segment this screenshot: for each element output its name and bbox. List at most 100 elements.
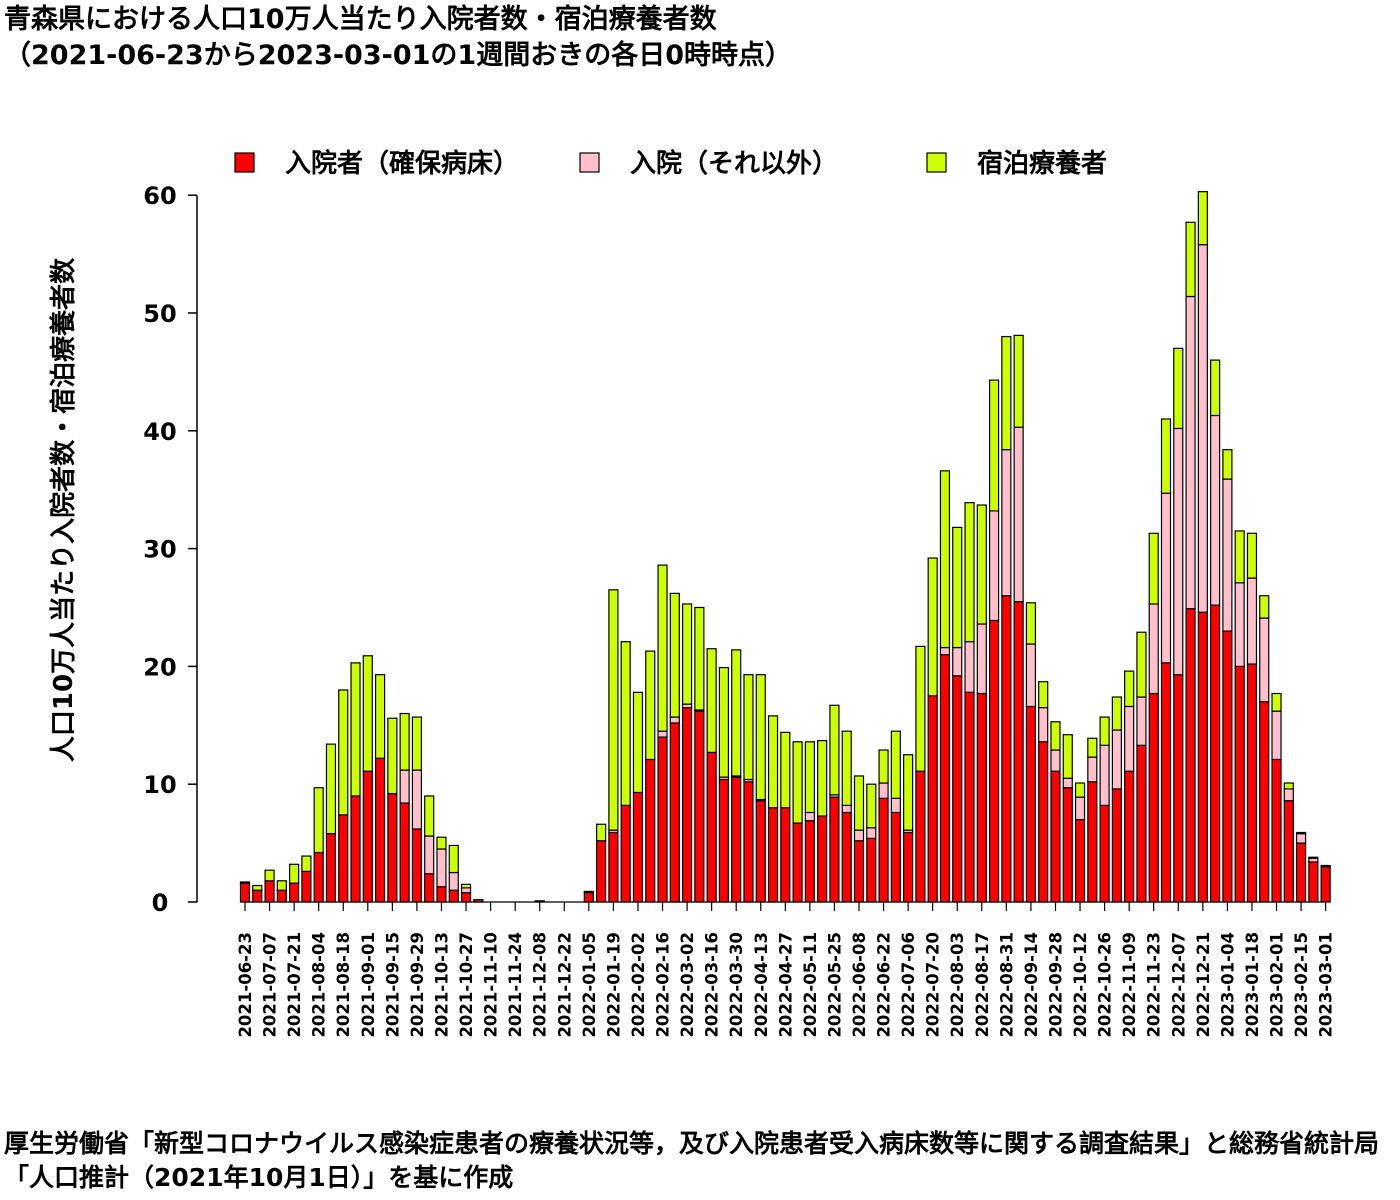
bar-segment-other-hospitalized: 2022-09-28 入院（それ以外）: 1.8 <box>1050 749 1061 772</box>
source-note: 厚生労働省「新型コロナウイルス感染症患者の療養状況等，及び入院患者受入病床数等に… <box>4 1129 1380 1192</box>
bar-segment-secured-beds: 2022-03-16 入院者（確保病床）: 12.7 <box>706 751 717 903</box>
x-tick-label: 2022-05-25 <box>825 932 844 1038</box>
bar-segment-secured-beds: 2022-02-16 入院者（確保病床）: 14 <box>657 736 668 903</box>
bar-segment-other-hospitalized: 2022-02-16 入院（それ以外）: 0.5 <box>657 730 668 738</box>
bar-segment-hotel-care: 2023-02-15 宿泊療養者: 0.1 <box>1295 831 1307 835</box>
bar-segment-hotel-care: 2022-06-22 宿泊療養者: 2.8 <box>878 749 889 784</box>
x-tick-label: 2021-08-18 <box>334 932 353 1038</box>
bar-segment-secured-beds: 2021-09-15 入院者（確保病床）: 9.2 <box>387 793 398 903</box>
bar-segment-hotel-care: 2022-06-08 宿泊療養者: 4.6 <box>853 775 865 831</box>
bar-segment-hotel-care: 2022-12-28 宿泊療養者: 4.7 <box>1210 359 1221 417</box>
y-tick-label: 40 <box>143 418 176 446</box>
bar-segment-secured-beds: 2022-03-02 入院者（確保病床）: 16.5 <box>681 707 693 903</box>
legend-label: 入院（それ以外） <box>630 148 838 179</box>
bar-segment-hotel-care: 2022-09-28 宿泊療養者: 2.4 <box>1050 721 1061 751</box>
bar-segment-hotel-care: 2022-04-13 宿泊療養者: 10.6 <box>755 674 766 801</box>
bar-segment-hotel-care: 2023-03-01 宿泊療養者: 0.1 <box>1320 864 1331 868</box>
bar-segment-other-hospitalized: 2023-02-08 入院（それ以外）: 1 <box>1283 788 1294 802</box>
bar-segment-secured-beds: 2022-12-28 入院者（確保病床）: 25.2 <box>1210 604 1221 903</box>
bar-segment-secured-beds: 2021-07-28 入院者（確保病床）: 2.6 <box>301 870 312 903</box>
bar-segment-secured-beds: 2022-08-10 入院者（確保病床）: 17.8 <box>964 691 975 903</box>
x-tick-label: 2023-03-01 <box>1317 932 1336 1038</box>
bar-segment-secured-beds: 2021-08-04 入院者（確保病床）: 4.2 <box>313 851 324 903</box>
bar-segment-other-hospitalized: 2022-09-14 入院（それ以外）: 5.3 <box>1025 643 1037 708</box>
bar-segment-hotel-care: 2023-02-22 宿泊療養者: 0.1 <box>1308 856 1319 860</box>
bar-segment-hotel-care: 2022-08-03 宿泊療養者: 10.2 <box>952 526 963 649</box>
bar-segment-hotel-care: 2022-07-06 宿泊療養者: 6.4 <box>903 754 914 831</box>
bar-segment-secured-beds: 2022-01-12 入院者（確保病床）: 5.2 <box>596 840 607 903</box>
x-tick-label: 2022-12-21 <box>1194 932 1213 1038</box>
bar-segment-other-hospitalized: 2022-12-21 入院（それ以外）: 31.2 <box>1197 244 1208 613</box>
bar-segment-secured-beds: 2023-02-15 入院者（確保病床）: 5 <box>1295 842 1307 903</box>
x-tick-label: 2022-01-19 <box>604 932 623 1038</box>
bar-segment-secured-beds: 2021-10-27 入院者（確保病床）: 0.8 <box>460 891 472 903</box>
bar-segment-secured-beds: 2022-10-19 入院者（確保病床）: 10.2 <box>1087 781 1098 903</box>
bar-segment-secured-beds: 2022-02-23 入院者（確保病床）: 15.2 <box>669 722 680 903</box>
bar-segment-hotel-care: 2022-11-16 宿泊療養者: 5.5 <box>1136 631 1147 698</box>
bar-segment-secured-beds: 2021-07-21 入院者（確保病床）: 1.6 <box>289 882 300 903</box>
bar-segment-other-hospitalized: 2023-01-18 入院（それ以外）: 7.3 <box>1246 577 1258 665</box>
bar-segment-secured-beds: 2022-07-27 入院者（確保病床）: 21 <box>939 654 951 903</box>
bar-segment-secured-beds: 2023-01-18 入院者（確保病床）: 20.2 <box>1246 663 1258 903</box>
x-tick-label: 2023-01-04 <box>1218 932 1237 1038</box>
bar-segment-other-hospitalized: 2022-10-19 入院（それ以外）: 2.1 <box>1087 756 1098 783</box>
x-tick-label: 2021-07-21 <box>285 932 304 1038</box>
bar-segment-hotel-care: 2021-06-23 宿泊療養者: 0.1 <box>239 881 251 884</box>
bar-segment-secured-beds: 2022-11-30 入院者（確保病床）: 20.3 <box>1160 662 1172 903</box>
bar-segment-other-hospitalized: 2022-06-29 入院（それ以外）: 1.2 <box>890 797 901 814</box>
bar-segment-secured-beds: 2021-09-29 入院者（確保病床）: 6.2 <box>411 828 423 903</box>
x-tick-label: 2022-07-06 <box>899 932 918 1038</box>
x-tick-label: 2022-10-12 <box>1071 932 1090 1038</box>
x-tick-label: 2021-12-22 <box>555 932 574 1038</box>
bar-segment-secured-beds: 2022-09-07 入院者（確保病床）: 25.5 <box>1013 601 1024 903</box>
bar-segment-other-hospitalized: 2022-11-23 入院（それ以外）: 7.6 <box>1148 603 1159 695</box>
bar-segment-secured-beds: 2022-09-21 入院者（確保病床）: 13.6 <box>1038 741 1049 903</box>
bar-segment-secured-beds: 2022-11-02 入院者（確保病床）: 9.6 <box>1111 788 1122 903</box>
chart-title-line2: （2021-06-23から2023-03-01の1週間おきの各日0時時点） <box>4 40 792 71</box>
bar-segment-other-hospitalized: 2022-02-23 入院（それ以外）: 0.5 <box>669 716 680 724</box>
bar-segment-hotel-care: 2021-10-20 宿泊療養者: 2.3 <box>448 844 459 874</box>
bar-segment-other-hospitalized: 2021-10-27 入院（それ以外）: 0.4 <box>460 887 472 894</box>
stacked-bar-chart: 入院者（確保病床） 入院（それ以外） 宿泊療養者 0 10 20 30 40 50 60 202… <box>48 148 1336 1038</box>
bar-segment-secured-beds: 2023-03-01 入院者（確保病床）: 3 <box>1320 866 1331 903</box>
bar-segment-other-hospitalized: 2022-12-28 入院（それ以外）: 16.1 <box>1210 414 1221 606</box>
bar-segment-secured-beds: 2021-08-25 入院者（確保病床）: 9 <box>350 795 361 903</box>
bar-segment-secured-beds: 2022-12-14 入院者（確保病床）: 24.9 <box>1185 608 1196 903</box>
bar-segment-other-hospitalized: 2022-10-26 入院（それ以外）: 5.1 <box>1099 744 1110 807</box>
bar-segment-hotel-care: 2022-03-09 宿泊療養者: 8.7 <box>694 606 705 711</box>
bar-segment-secured-beds: 2022-08-03 入院者（確保病床）: 19.2 <box>952 675 963 903</box>
bar-segment-other-hospitalized: 2021-10-13 入院（それ以外）: 3.2 <box>436 848 447 888</box>
bar-segment-hotel-care: 2022-08-17 宿泊療養者: 10.1 <box>976 504 987 625</box>
bar-segment-other-hospitalized: 2022-07-27 入院（それ以外）: 0.6 <box>939 646 951 656</box>
bar-segment-hotel-care: 2022-01-05 宿泊療養者: 0.1 <box>583 890 594 894</box>
bar-segment-secured-beds: 2021-10-13 入院者（確保病床）: 1.3 <box>436 886 447 903</box>
bar-segment-hotel-care: 2022-11-30 宿泊療養者: 6.3 <box>1160 418 1172 494</box>
bar-segment-secured-beds: 2022-10-12 入院者（確保病床）: 7 <box>1074 818 1086 903</box>
bar-segment-secured-beds: 2022-09-28 入院者（確保病床）: 11.1 <box>1050 770 1061 903</box>
bar-segment-hotel-care: 2022-12-21 宿泊療養者: 4.5 <box>1197 191 1208 246</box>
bar-segment-other-hospitalized: 2022-11-16 入院（それ以外）: 4.1 <box>1136 696 1147 746</box>
bar-segment-other-hospitalized: 2022-08-10 入院（それ以外）: 4.3 <box>964 641 975 693</box>
bar-segment-secured-beds: 2021-06-23 入院者（確保病床）: 1.6 <box>239 882 251 903</box>
bar-segment-secured-beds: 2022-05-18 入院者（確保病床）: 7.3 <box>817 815 828 903</box>
bar-segment-secured-beds: 2022-05-11 入院者（確保病床）: 6.9 <box>804 820 815 903</box>
bar-segment-secured-beds: 2021-06-30 入院者（確保病床）: 1 <box>252 889 263 903</box>
bar-segment-secured-beds: 2023-02-01 入院者（確保病床）: 12.1 <box>1271 758 1282 903</box>
bar-segment-hotel-care: 2021-09-29 宿泊療養者: 4.5 <box>411 716 423 771</box>
bar-segment-hotel-care: 2021-08-18 宿泊療養者: 10.6 <box>338 689 349 816</box>
bar-segment-other-hospitalized: 2022-10-05 入院（それ以外）: 0.8 <box>1062 777 1073 789</box>
bar-segment-hotel-care: 2021-10-27 宿泊療養者: 0.3 <box>460 883 472 889</box>
bar-segment-hotel-care: 2022-06-29 宿泊療養者: 5.7 <box>890 730 901 799</box>
bar-segment-secured-beds: 2022-08-24 入院者（確保病床）: 23.9 <box>988 619 1000 903</box>
bar-segment-hotel-care: 2021-08-04 宿泊療養者: 5.5 <box>313 787 324 854</box>
bar-segment-secured-beds: 2022-04-27 入院者（確保病床）: 8 <box>780 807 791 903</box>
x-tick-label: 2021-10-13 <box>432 932 451 1038</box>
bar-segment-other-hospitalized: 2022-09-07 入院（それ以外）: 14.8 <box>1013 426 1024 603</box>
x-tick-label: 2022-02-16 <box>654 932 673 1038</box>
bar-segment-secured-beds: 2022-12-07 入院者（確保病床）: 19.3 <box>1173 674 1184 903</box>
legend-swatch <box>579 152 600 173</box>
y-axis: 0 10 20 30 40 50 60 <box>143 182 198 917</box>
bar-segment-other-hospitalized: 2022-09-21 入院（それ以外）: 2.9 <box>1038 707 1049 743</box>
x-tick-label: 2021-09-29 <box>408 932 427 1038</box>
bar-segment-secured-beds: 2021-07-07 入院者（確保病床）: 1.8 <box>264 880 275 903</box>
